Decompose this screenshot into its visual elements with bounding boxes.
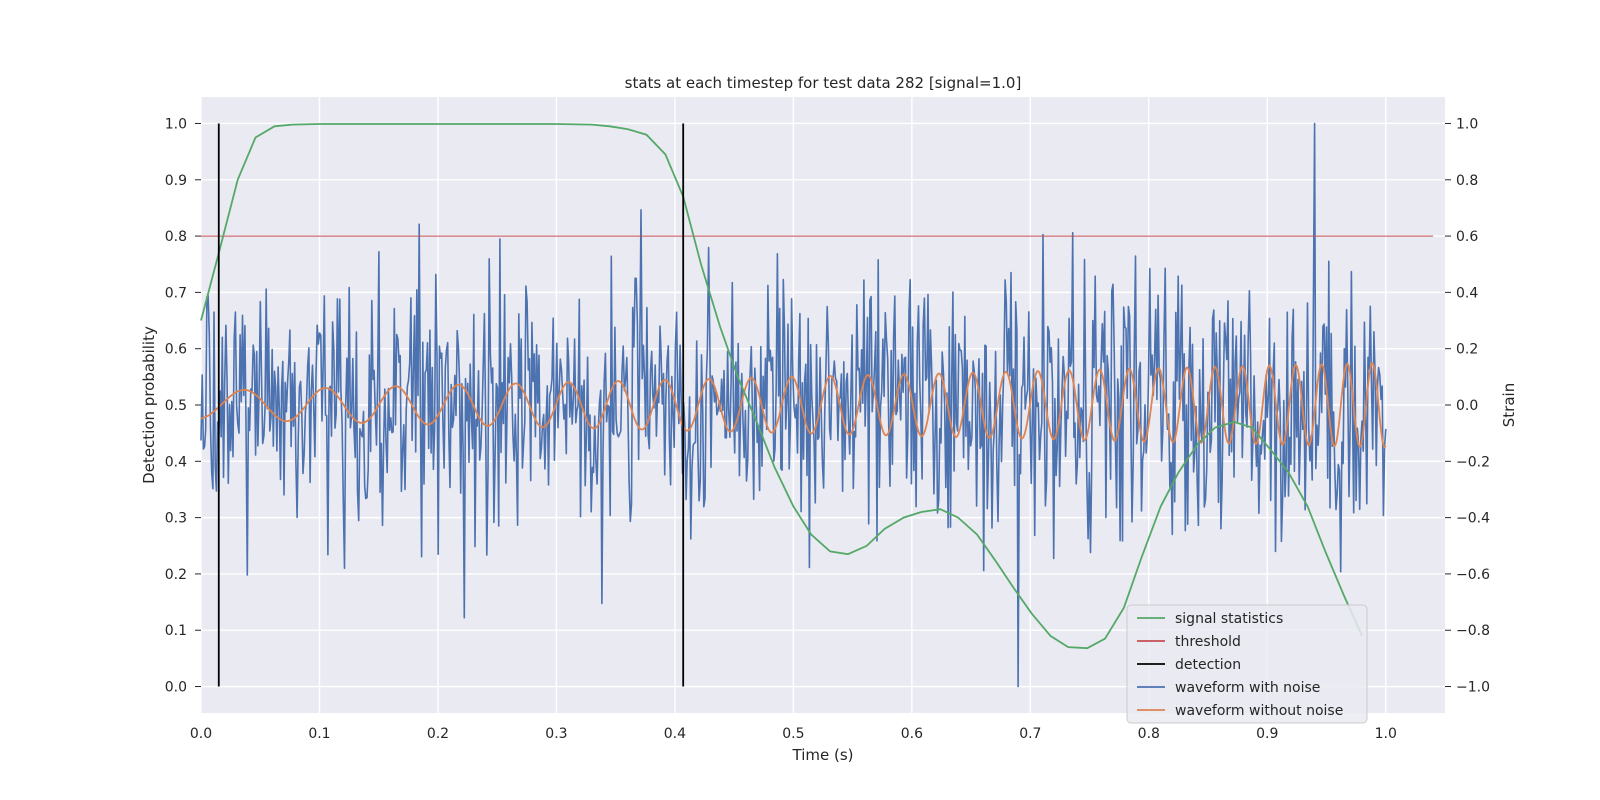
y2-tick-label: −0.2 [1456, 454, 1490, 470]
x-tick-label: 0.5 [782, 726, 804, 742]
x-tick-label: 1.0 [1375, 726, 1397, 742]
y-tick-label: 0.0 [165, 680, 187, 696]
y2-tick-label: 0.8 [1456, 173, 1478, 189]
legend-label: waveform with noise [1175, 680, 1320, 696]
y-tick-label: 1.0 [165, 116, 187, 132]
x-tick-label: 0.6 [901, 726, 923, 742]
legend-box [1126, 604, 1368, 724]
x-tick-label: 0.2 [427, 726, 449, 742]
y-tick-label: 0.3 [165, 511, 187, 527]
y-tick-label: 0.1 [165, 623, 187, 639]
axes: 0.0 0.1 0.2 0.3 0.4 0.5 0.6 0.7 0.8 0.9 1.0 0.0 0.1 0… [165, 116, 1490, 742]
y2-tick-label: 0.0 [1456, 398, 1478, 414]
y2-tick-label: 0.4 [1456, 285, 1478, 301]
y2-tick-label: −1.0 [1456, 680, 1490, 696]
x-tick-label: 0.4 [664, 726, 686, 742]
y-tick-label: 0.9 [165, 173, 187, 189]
y2-tick-label: −0.8 [1456, 623, 1490, 639]
x-tick-label: 0.7 [1019, 726, 1041, 742]
x-tick-label: 0.1 [308, 726, 330, 742]
legend-label: threshold [1175, 634, 1241, 650]
y-tick-label: 0.4 [165, 454, 187, 470]
y2-tick-label: 0.2 [1456, 342, 1478, 358]
y2-tick-label: −0.4 [1456, 511, 1490, 527]
y-axis-label: Detection probability [140, 326, 158, 484]
legend-label: detection [1175, 657, 1241, 673]
y-tick-label: 0.2 [165, 567, 187, 583]
x-tick-label: 0.8 [1138, 726, 1160, 742]
y-tick-label: 0.8 [165, 229, 187, 245]
series-signal-statistics [200, 123, 1363, 650]
x-tick-label: 0.0 [190, 726, 212, 742]
y-tick-label: 0.6 [165, 342, 187, 358]
legend-label: waveform without noise [1175, 703, 1343, 719]
legend-label: signal statistics [1175, 611, 1283, 627]
series-waveform-with-noise [200, 122, 1387, 688]
x-axis-label: Time (s) [792, 746, 854, 764]
y2-tick-label: −0.6 [1456, 567, 1490, 583]
legend: signal statistics threshold detection wavef… [1126, 604, 1368, 724]
y2-tick-label: 0.6 [1456, 229, 1478, 245]
x-tick-label: 0.3 [545, 726, 567, 742]
y2-axis-label: Strain [1500, 383, 1518, 427]
series-layer [200, 122, 1434, 688]
y-tick-label: 0.5 [165, 398, 187, 414]
y-tick-label: 0.7 [165, 285, 187, 301]
y2-tick-label: 1.0 [1456, 116, 1478, 132]
chart-title: stats at each timestep for test data 282… [625, 74, 1022, 92]
series-waveform-without-noise [200, 362, 1387, 449]
x-tick-label: 0.9 [1256, 726, 1278, 742]
